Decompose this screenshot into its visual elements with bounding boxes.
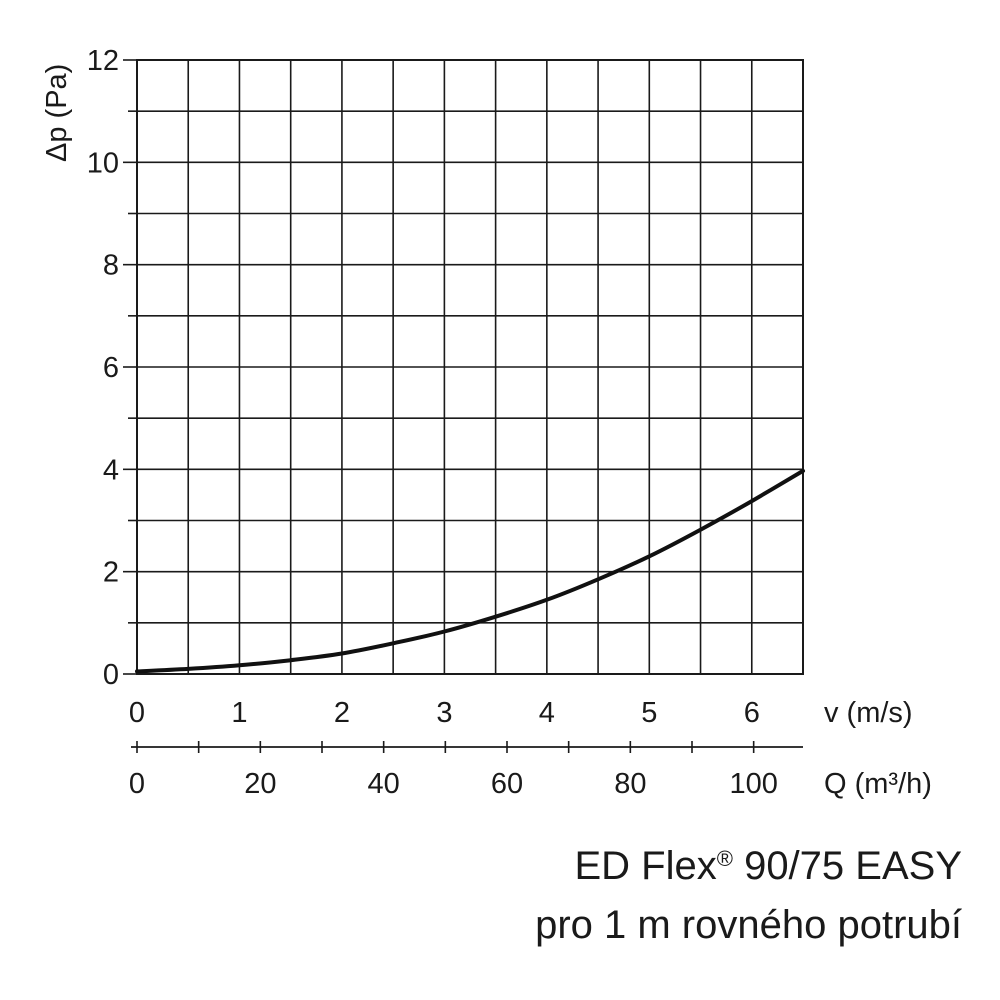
flow-tick-label: 20: [244, 768, 276, 800]
x-axis-flow: 0 20 40 60 80 100: [129, 741, 803, 800]
x-axis-velocity: 0 1 2 3 4 5 6: [129, 697, 760, 729]
grid: [136, 59, 804, 675]
y-tick-label: 10: [87, 147, 119, 179]
y-axis-title: Δp (Pa): [41, 64, 73, 162]
flow-tick-label: 40: [368, 768, 400, 800]
y-tick-label: 12: [87, 45, 119, 77]
flow-tick-label: 80: [614, 768, 646, 800]
x-tick-label: 5: [641, 697, 657, 729]
chart-caption-product: ED Flex® 90/75 EASY: [574, 846, 962, 886]
registered-mark: ®: [716, 846, 733, 871]
y-axis: 0 2 4 6 8 10 12: [87, 45, 137, 691]
x-axis-title: v (m/s): [824, 697, 913, 729]
caption-product-size: 90/75 EASY: [732, 844, 962, 888]
chart-caption-length: pro 1 m rovného potrubí: [535, 903, 962, 947]
x-tick-label: 4: [539, 697, 555, 729]
y-tick-label: 2: [103, 557, 119, 589]
flow-tick-label: 100: [729, 768, 777, 800]
x-tick-label: 2: [334, 697, 350, 729]
y-tick-label: 0: [103, 659, 119, 691]
x-tick-label: 3: [436, 697, 452, 729]
pressure-drop-curve: [135, 468, 805, 674]
x-tick-label: 1: [231, 697, 247, 729]
caption-product-name: ED Flex: [574, 844, 717, 888]
y-tick-label: 8: [103, 250, 119, 282]
y-tick-label: 4: [103, 454, 119, 486]
x2-axis-title: Q (m³/h): [824, 768, 932, 800]
x-tick-label: 6: [744, 697, 760, 729]
flow-tick-label: 60: [491, 768, 523, 800]
x-tick-label: 0: [129, 697, 145, 729]
flow-tick-label: 0: [129, 768, 145, 800]
y-tick-label: 6: [103, 352, 119, 384]
